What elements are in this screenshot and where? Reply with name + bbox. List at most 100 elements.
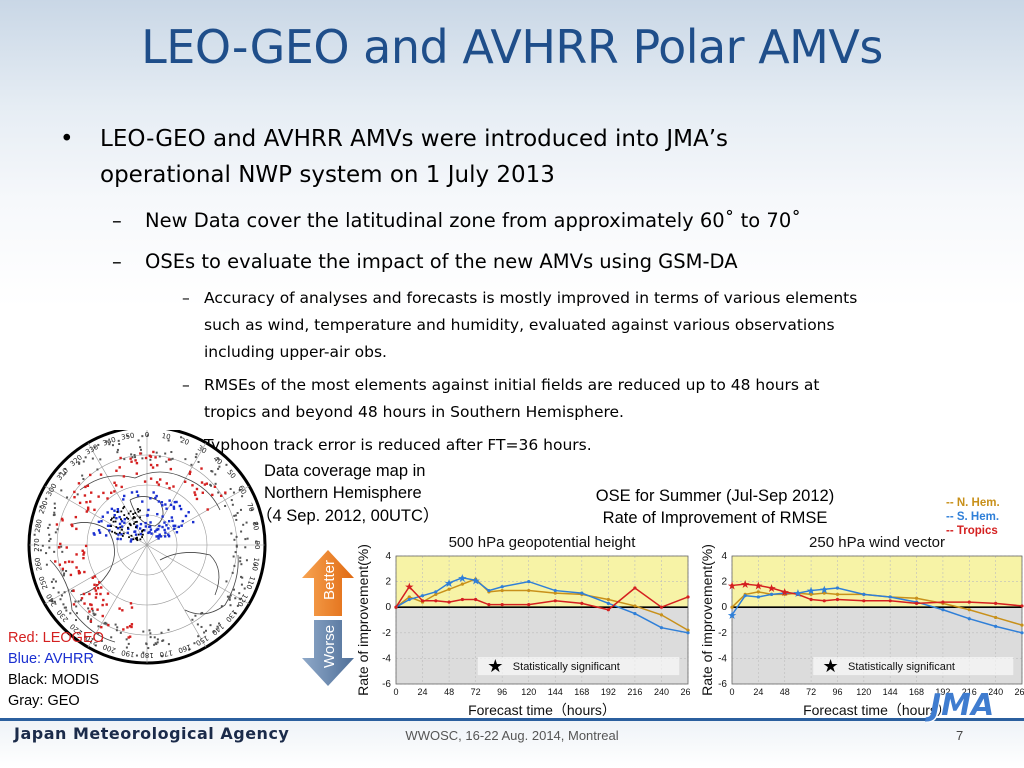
- conference-info: WWOSC, 16-22 Aug. 2014, Montreal: [405, 728, 619, 743]
- avhrr-amv-point: [171, 519, 174, 523]
- modis-amv-point: [129, 523, 132, 526]
- data-point: [447, 587, 451, 591]
- avhrr-amv-point: [167, 519, 171, 523]
- modis-amv-point: [110, 518, 112, 521]
- avhrr-amv-point: [120, 520, 124, 523]
- data-point: [394, 605, 398, 609]
- modis-amv-point: [137, 533, 140, 536]
- leogeo-amv-point: [57, 546, 61, 549]
- modis-amv-point: [136, 508, 139, 511]
- geo-amv-point: [234, 551, 237, 554]
- leogeo-amv-point: [55, 523, 59, 526]
- annotation-text: Statistically significant: [513, 661, 620, 673]
- leogeo-amv-point: [169, 467, 173, 471]
- geo-amv-point: [118, 442, 121, 445]
- leogeo-amv-point: [90, 491, 93, 494]
- x-tick-label: 264: [680, 687, 690, 697]
- avhrr-amv-point: [148, 525, 152, 528]
- leogeo-amv-point: [85, 500, 88, 504]
- map-caption-line1: Data coverage map in: [264, 462, 426, 480]
- leogeo-amv-point: [72, 603, 76, 606]
- data-point: [967, 600, 971, 604]
- data-point: [460, 582, 464, 586]
- geo-amv-point: [160, 631, 163, 634]
- leogeo-amv-point: [110, 491, 113, 494]
- avhrr-amv-point: [110, 507, 114, 511]
- geo-amv-point: [63, 572, 66, 575]
- geo-amv-point: [91, 457, 94, 460]
- geo-amv-point: [165, 460, 168, 463]
- geo-amv-point: [119, 631, 122, 634]
- geo-amv-point: [139, 446, 142, 449]
- legend-geo: Gray: GEO: [8, 693, 80, 709]
- geo-amv-point: [193, 642, 196, 645]
- geo-amv-point: [231, 571, 234, 574]
- leogeo-amv-point: [59, 542, 62, 546]
- x-tick-label: 72: [806, 687, 816, 697]
- data-point: [659, 626, 664, 630]
- geo-amv-point: [147, 647, 150, 650]
- leogeo-amv-point: [121, 609, 124, 612]
- modis-amv-point: [112, 516, 115, 519]
- geo-amv-point: [149, 632, 152, 635]
- avhrr-amv-point: [149, 528, 153, 531]
- geo-amv-point: [228, 598, 231, 601]
- geo-amv-point: [244, 538, 247, 541]
- ose-title-line2: Rate of Improvement of RMSE: [602, 509, 828, 527]
- avhrr-amv-point: [157, 534, 160, 538]
- geo-amv-point: [239, 508, 242, 511]
- y-tick-label: 4: [385, 551, 391, 562]
- leogeo-amv-point: [93, 508, 96, 512]
- avhrr-amv-point: [152, 491, 155, 494]
- geo-amv-point: [230, 532, 233, 535]
- data-point: [835, 597, 840, 602]
- data-point: [1020, 631, 1024, 635]
- geo-amv-point: [33, 533, 36, 536]
- x-tick-label: 168: [574, 687, 589, 697]
- leogeo-amv-point: [83, 602, 86, 605]
- coastline: [79, 471, 221, 511]
- geo-amv-point: [74, 600, 77, 603]
- data-point: [822, 587, 826, 591]
- avhrr-amv-point: [177, 525, 180, 529]
- modis-amv-point: [132, 517, 135, 520]
- leogeo-amv-point: [219, 494, 223, 497]
- avhrr-amv-point: [165, 524, 168, 527]
- data-point: [769, 592, 774, 596]
- leogeo-amv-point: [115, 469, 118, 472]
- avhrr-amv-point: [101, 515, 105, 518]
- geo-amv-point: [111, 444, 114, 447]
- geo-amv-point: [81, 474, 84, 477]
- leogeo-amv-point: [128, 624, 132, 628]
- avhrr-amv-point: [92, 532, 95, 535]
- data-point: [407, 585, 411, 589]
- avhrr-amv-point: [161, 525, 164, 529]
- avhrr-amv-point: [161, 504, 164, 507]
- plot-frame: [395, 555, 689, 685]
- avhrr-amv-point: [97, 520, 101, 524]
- leogeo-amv-point: [130, 623, 134, 626]
- leogeo-amv-point: [189, 470, 192, 474]
- geo-amv-point: [87, 607, 90, 610]
- longitude-label: 70: [245, 502, 256, 513]
- geo-amv-point: [245, 521, 248, 524]
- avhrr-amv-point: [163, 535, 167, 538]
- modis-amv-point: [132, 513, 135, 515]
- modis-amv-point: [110, 525, 112, 527]
- worse-arrow-down: [302, 620, 354, 686]
- leogeo-amv-point: [69, 573, 73, 577]
- leogeo-amv-point: [122, 475, 126, 478]
- geo-amv-point: [243, 587, 246, 590]
- geo-amv-point: [167, 628, 170, 631]
- avhrr-amv-point: [123, 517, 127, 521]
- geo-amv-point: [130, 453, 133, 456]
- geo-amv-point: [200, 612, 203, 615]
- leogeo-amv-point: [120, 485, 123, 489]
- leogeo-amv-point: [82, 592, 86, 596]
- data-point: [434, 599, 438, 603]
- leogeo-amv-point: [73, 495, 76, 499]
- leogeo-amv-point: [89, 500, 92, 503]
- page-number: 7: [956, 728, 964, 743]
- x-tick-label: 48: [780, 687, 790, 697]
- leogeo-amv-point: [74, 515, 78, 519]
